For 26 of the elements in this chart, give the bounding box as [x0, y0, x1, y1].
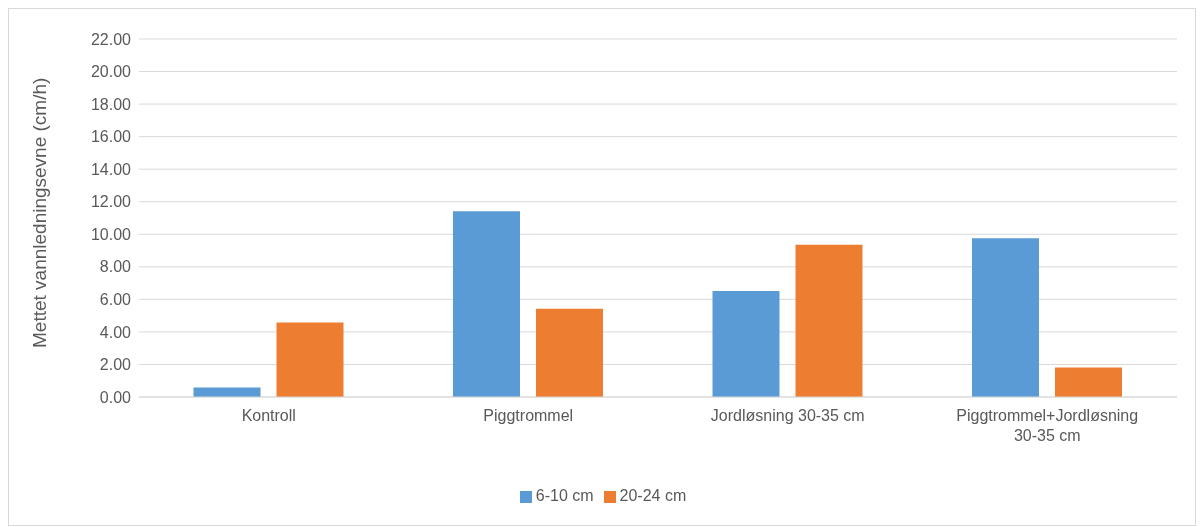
- legend-label: 6-10 cm: [535, 487, 594, 504]
- bar: [712, 290, 780, 397]
- y-tick-label: 10.00: [90, 225, 132, 243]
- y-tick-label: 20.00: [90, 63, 132, 81]
- bar: [1054, 367, 1122, 397]
- bar: [971, 238, 1039, 397]
- bar: [795, 244, 863, 397]
- y-tick-label: 18.00: [90, 95, 132, 113]
- bar: [536, 308, 603, 397]
- x-tick-label: Kontroll: [241, 407, 296, 424]
- y-tick-label: 2.00: [99, 356, 132, 374]
- bar: [276, 322, 344, 397]
- y-tick-label: 14.00: [90, 160, 132, 178]
- bar: [453, 211, 520, 397]
- y-tick-label: 4.00: [99, 323, 132, 341]
- y-tick-label: 12.00: [90, 193, 132, 211]
- y-tick-label: 8.00: [99, 258, 132, 276]
- legend-label: 20-24 cm: [619, 487, 687, 504]
- y-tick-label: 16.00: [90, 128, 132, 146]
- x-tick-label: Piggtrommel+Jordløsning 30-35 cm: [956, 407, 1139, 444]
- y-tick-label: 6.00: [99, 291, 132, 309]
- y-tick-label: 0.00: [99, 388, 132, 406]
- x-tick-label: Jordløsning 30-35 cm: [710, 407, 865, 424]
- x-tick-label: Piggtrommel: [483, 407, 574, 424]
- y-tick-label: 22.00: [90, 30, 132, 48]
- y-axis-title: Mettet vannledningsevne (cm/h): [28, 77, 50, 348]
